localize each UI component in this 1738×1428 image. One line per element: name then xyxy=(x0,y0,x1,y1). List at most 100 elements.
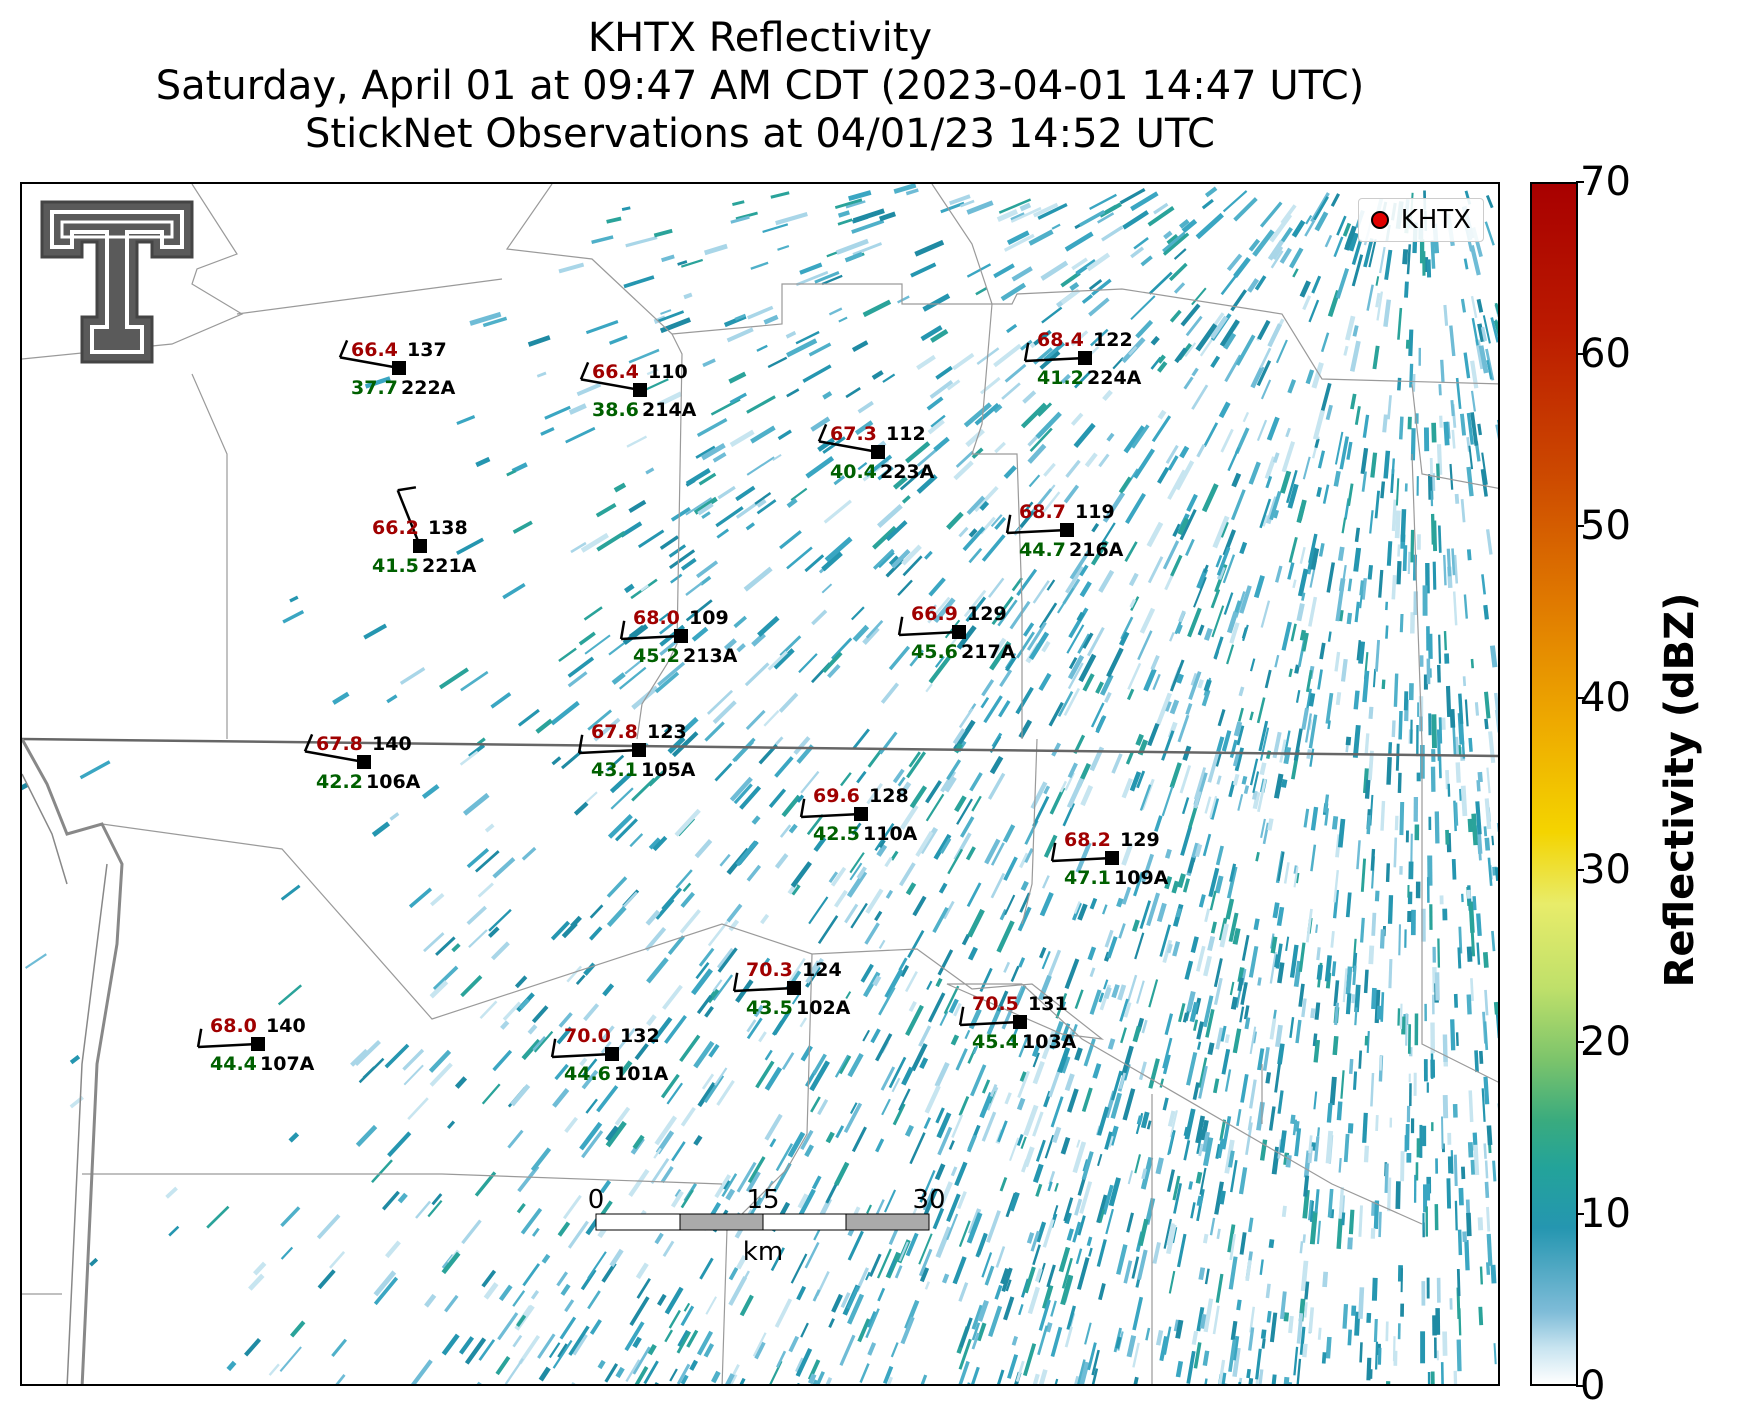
radar-echo xyxy=(625,1359,641,1382)
radar-echo xyxy=(958,1220,971,1247)
radar-echo xyxy=(1088,279,1103,291)
radar-echo xyxy=(1189,1001,1199,1023)
radar-echo xyxy=(989,755,1004,775)
radar-echo xyxy=(585,791,598,803)
radar-echo xyxy=(1364,733,1370,755)
radar-echo xyxy=(910,1043,928,1072)
radar-echo xyxy=(1486,359,1493,380)
radar-echo xyxy=(1111,753,1123,774)
radar-echo xyxy=(527,335,551,347)
radar-echo xyxy=(756,498,767,508)
radar-echo xyxy=(1265,475,1273,489)
radar-echo xyxy=(1088,1247,1093,1257)
radar-echo xyxy=(532,1035,546,1051)
station-pressure: 122 xyxy=(1093,329,1133,351)
radar-echo xyxy=(1272,452,1280,463)
radar-echo xyxy=(1202,995,1214,1028)
radar-echo xyxy=(1228,1256,1238,1290)
radar-echo xyxy=(1445,685,1452,717)
radar-echo xyxy=(935,1107,945,1124)
radar-echo xyxy=(609,335,628,345)
radar-echo xyxy=(1259,347,1272,369)
radar-echo xyxy=(887,1376,893,1384)
radar-echo xyxy=(1064,1212,1072,1225)
radar-echo xyxy=(918,1233,933,1265)
radar-echo xyxy=(862,299,892,318)
radar-echo xyxy=(1295,1121,1300,1132)
station-pressure: 138 xyxy=(428,517,468,539)
radar-echo xyxy=(1366,815,1372,835)
radar-echo xyxy=(654,1381,660,1384)
radar-echo xyxy=(875,1033,893,1062)
radar-echo xyxy=(1335,268,1350,299)
radar-echo xyxy=(716,1080,735,1106)
radar-echo xyxy=(596,1085,619,1113)
radar-echo xyxy=(226,1360,237,1372)
radar-echo xyxy=(775,211,808,226)
radar-echo xyxy=(915,830,934,857)
radar-echo xyxy=(69,1054,81,1065)
radar-echo xyxy=(884,968,904,999)
radar-echo xyxy=(1019,852,1029,869)
radar-echo xyxy=(1229,981,1235,996)
radar-echo xyxy=(624,1321,645,1352)
radar-echo xyxy=(1313,1039,1321,1063)
radar-echo xyxy=(746,1019,757,1033)
radar-echo xyxy=(1410,529,1415,563)
radar-echo xyxy=(552,1339,573,1369)
radar-echo xyxy=(1269,1312,1278,1343)
radar-echo xyxy=(966,263,992,278)
radar-echo xyxy=(1334,431,1344,465)
radar-map[interactable]: 66.4 137 37.7 222A 66.4 110 38.6 214A 68.4 122 41.… xyxy=(20,182,1500,1386)
radar-echo xyxy=(701,1073,715,1090)
radar-echo xyxy=(683,292,693,300)
wind-barb-flag xyxy=(732,972,739,992)
radar-echo xyxy=(567,1220,589,1249)
radar-echo xyxy=(373,1276,399,1306)
wind-barb-staff xyxy=(1025,356,1086,363)
radar-echo xyxy=(1467,818,1473,833)
radar-echo xyxy=(1181,219,1198,233)
radar-echo xyxy=(697,1082,717,1108)
radar-echo xyxy=(1002,824,1016,843)
radar-echo xyxy=(693,496,718,515)
radar-echo xyxy=(930,328,949,343)
radar-echo xyxy=(1295,872,1300,884)
radar-echo xyxy=(1249,758,1259,786)
radar-echo xyxy=(1089,967,1096,978)
radar-echo xyxy=(1041,491,1061,515)
radar-echo xyxy=(1079,1181,1093,1214)
radar-echo xyxy=(1005,656,1017,672)
radar-echo xyxy=(876,504,903,528)
radar-echo xyxy=(1182,878,1190,893)
radar-echo xyxy=(990,842,1005,866)
radar-echo xyxy=(1327,720,1331,730)
radar-echo xyxy=(1196,444,1206,458)
radar-echo xyxy=(1191,1330,1199,1345)
radar-echo xyxy=(717,485,736,500)
radar-echo xyxy=(1375,292,1381,308)
radar-echo xyxy=(402,1048,425,1071)
wind-barb-staff xyxy=(579,748,640,755)
radar-echo xyxy=(1348,232,1359,252)
radar-echo xyxy=(898,1241,909,1262)
radar-echo xyxy=(581,1069,599,1090)
station-temperature: 66.9 xyxy=(911,603,958,625)
radar-echo xyxy=(1312,1033,1318,1047)
